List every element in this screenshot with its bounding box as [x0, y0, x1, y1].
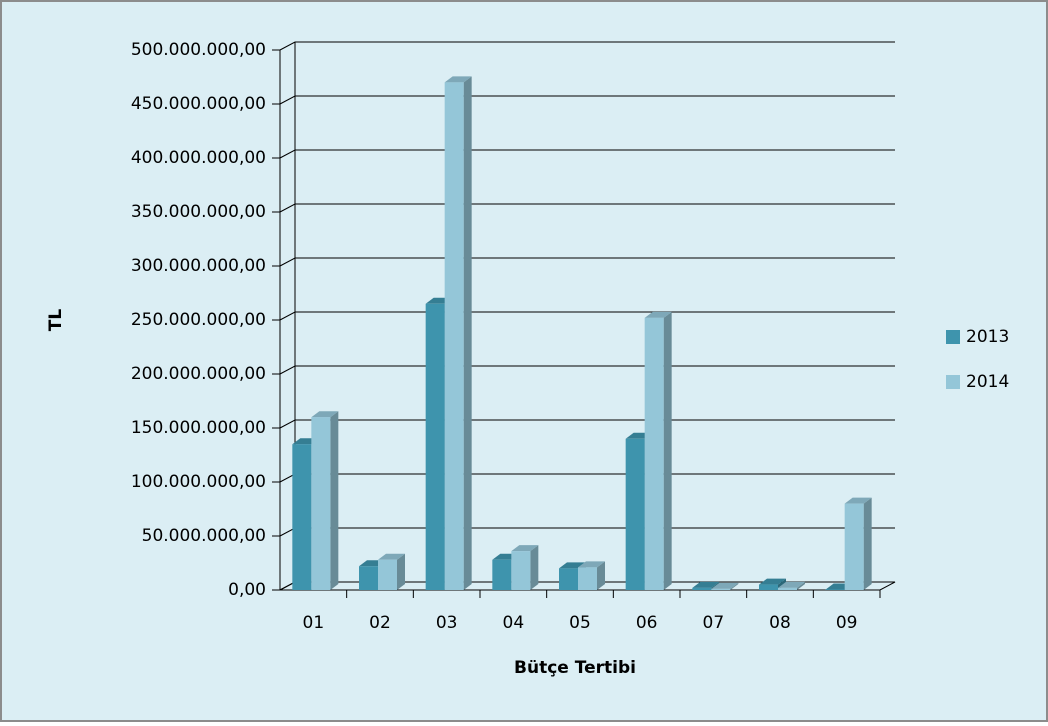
bar: [559, 568, 578, 590]
bar-top: [511, 545, 539, 552]
bar: [711, 588, 731, 590]
x-axis-title: Bütçe Tertibi: [514, 658, 636, 678]
bar: [825, 589, 845, 590]
bar: [644, 317, 664, 590]
bar: [778, 587, 797, 590]
y-tick-label: 300.000.000,00: [131, 256, 266, 276]
bar: [844, 503, 864, 590]
y-tick-label: 350.000.000,00: [131, 202, 266, 222]
bar-top: [378, 553, 405, 560]
bar: [492, 559, 512, 590]
grid-line: [279, 203, 895, 213]
y-tick-label: 500.000.000,00: [131, 40, 266, 60]
bar: [625, 438, 645, 590]
x-tick-label: 03: [436, 613, 458, 633]
bar-side: [463, 76, 472, 590]
bar-side: [730, 582, 739, 590]
grid-line: [279, 257, 895, 267]
bar-side: [863, 497, 872, 590]
legend-swatch: [946, 330, 960, 344]
bar-top: [311, 411, 339, 418]
x-tick-label: 05: [569, 613, 591, 633]
bar: [359, 566, 378, 590]
x-tick-label: 02: [369, 613, 391, 633]
bar: [444, 82, 464, 591]
bar: [759, 584, 778, 590]
legend-swatch: [946, 375, 960, 389]
y-tick-label: 250.000.000,00: [131, 310, 266, 330]
y-tick-label: 450.000.000,00: [131, 94, 266, 114]
bar: [311, 417, 331, 590]
bar: [578, 567, 597, 590]
grid-line: [279, 419, 895, 429]
bar-side: [397, 553, 405, 590]
bar-side: [330, 411, 339, 590]
y-axis-title: TL: [46, 309, 66, 332]
bar: [292, 444, 312, 590]
legend-label: 2014: [966, 372, 1009, 392]
bar: [425, 303, 445, 590]
grid-line: [279, 311, 895, 321]
x-tick-label: 09: [836, 613, 858, 633]
bar: [692, 587, 712, 590]
bar-top: [778, 581, 805, 588]
y-tick-label: 150.000.000,00: [131, 418, 266, 438]
y-tick-label: 200.000.000,00: [131, 364, 266, 384]
bar-top: [644, 311, 672, 318]
y-tick-label: 400.000.000,00: [131, 148, 266, 168]
bar-top: [759, 578, 786, 585]
bar: [511, 551, 531, 590]
x-tick-label: 01: [303, 613, 325, 633]
bar-side: [530, 545, 539, 590]
grid-line: [279, 41, 895, 51]
y-tick-label: 50.000.000,00: [142, 526, 266, 546]
bar-side: [597, 561, 605, 590]
legend-label: 2013: [966, 327, 1009, 347]
x-tick-label: 08: [769, 613, 791, 633]
bar-top: [711, 582, 739, 589]
bar-top: [692, 581, 720, 588]
bar-side: [797, 581, 805, 590]
y-tick-label: 100.000.000,00: [131, 472, 266, 492]
x-tick-label: 07: [703, 613, 725, 633]
grid-line: [279, 149, 895, 159]
grid-line: [279, 365, 895, 375]
bar: [378, 559, 397, 590]
grid-line: [279, 95, 895, 105]
bar-top: [844, 497, 872, 504]
x-tick-label: 04: [503, 613, 525, 633]
x-tick-label: 06: [636, 613, 658, 633]
y-tick-label: 0,00: [228, 580, 266, 600]
bar-top: [444, 76, 472, 83]
bar-side: [663, 311, 672, 590]
bar-top: [578, 561, 605, 568]
